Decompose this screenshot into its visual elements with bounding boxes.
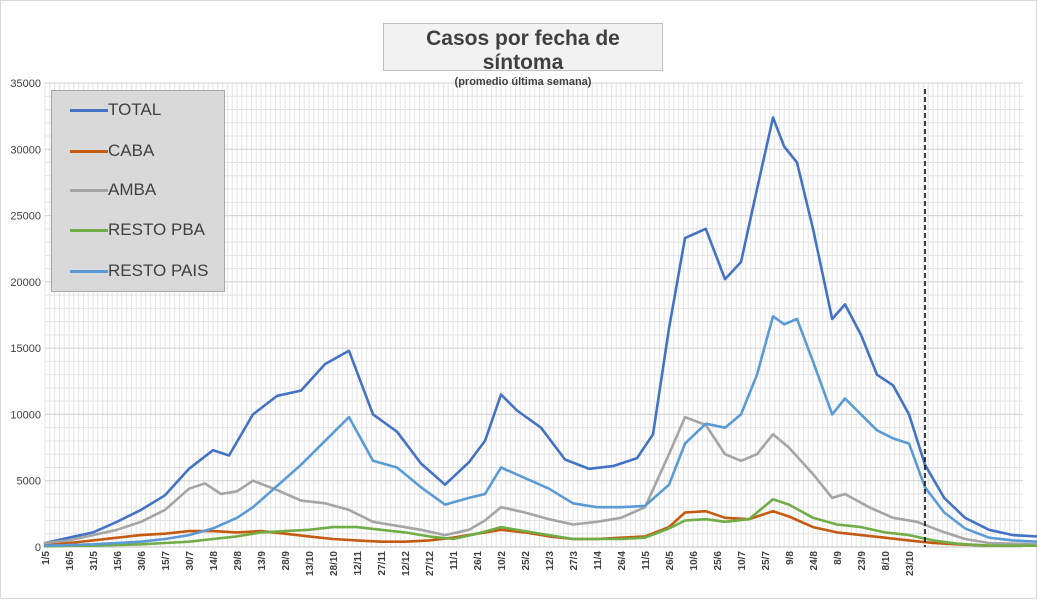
x-tick-label: 31/5 — [89, 551, 100, 571]
legend-swatch-caba — [70, 150, 108, 153]
y-tick-label: 30000 — [10, 144, 41, 156]
x-tick-label: 11/4 — [593, 551, 604, 570]
legend-swatch-resto-pba — [70, 229, 108, 232]
x-tick-label: 30/6 — [137, 551, 148, 571]
x-tick-label: 13/10 — [305, 551, 316, 576]
legend: TOTAL CABA AMBA RESTO PBA RESTO PAIS — [51, 90, 225, 292]
legend-item-resto-pais: RESTO PAIS — [70, 260, 220, 282]
x-tick-label: 13/9 — [257, 551, 268, 571]
series-line-resto-pais — [43, 315, 1037, 547]
series-lines — [43, 116, 1037, 548]
x-tick-label: 15/6 — [113, 551, 124, 571]
y-tick-label: 0 — [35, 542, 41, 554]
x-tick-label: 11/5 — [641, 551, 652, 570]
legend-item-resto-pba: RESTO PBA — [70, 219, 220, 241]
legend-label-resto-pais: RESTO PAIS — [108, 261, 209, 280]
series-line-resto-pba — [43, 498, 1037, 548]
x-tick-label: 10/2 — [497, 551, 508, 571]
x-tick-label: 25/7 — [761, 551, 772, 571]
y-tick-label: 35000 — [10, 78, 41, 90]
x-tick-label: 14/8 — [209, 551, 220, 571]
x-tick-label: 16/5 — [65, 551, 76, 571]
x-tick-label: 12/12 — [401, 551, 412, 576]
chart-subtitle: (promedio última semana) — [454, 76, 592, 88]
x-tick-label: 8/9 — [833, 551, 844, 565]
x-tick-label: 23/10 — [905, 551, 916, 576]
x-tick-label: 26/4 — [617, 551, 628, 571]
x-tick-label: 27/11 — [377, 551, 388, 576]
x-tick-label: 1/5 — [41, 551, 52, 565]
legend-label-amba: AMBA — [108, 180, 157, 199]
legend-swatch-resto-pais — [70, 270, 108, 273]
legend-label-total: TOTAL — [108, 100, 162, 119]
x-tick-label: 26/1 — [473, 551, 484, 571]
legend-swatch-amba — [70, 189, 108, 192]
x-tick-label: 30/7 — [185, 551, 196, 571]
y-tick-label: 5000 — [17, 476, 41, 488]
x-tick-label: 29/8 — [233, 551, 244, 571]
legend-label-resto-pba: RESTO PBA — [108, 220, 205, 239]
legend-swatch-total — [70, 109, 108, 112]
x-tick-label: 23/9 — [857, 551, 868, 571]
y-axis: 0 5000 10000 15000 20000 25000 30000 35000 — [10, 78, 41, 554]
x-tick-label: 25/2 — [521, 551, 532, 571]
x-tick-label: 8/10 — [881, 551, 892, 571]
chart-title: Casos por fecha de síntoma — [426, 27, 620, 74]
legend-item-caba: CABA — [70, 140, 220, 162]
series-line-amba — [43, 415, 1037, 546]
y-tick-label: 25000 — [10, 211, 41, 223]
series-line-total — [43, 116, 1037, 545]
title-box: Casos por fecha de síntoma (promedio últ… — [383, 23, 663, 88]
x-tick-label: 28/9 — [281, 551, 292, 571]
y-tick-label: 20000 — [10, 277, 41, 289]
x-tick-label: 11/1 — [449, 551, 460, 570]
legend-item-amba: AMBA — [70, 179, 220, 201]
legend-item-total: TOTAL — [70, 99, 220, 121]
grid — [44, 82, 1023, 548]
x-tick-label: 9/8 — [785, 551, 796, 565]
x-tick-label: 10/7 — [737, 551, 748, 571]
legend-label-caba: CABA — [108, 141, 155, 160]
x-tick-label: 12/11 — [353, 551, 364, 576]
x-tick-label: 15/7 — [161, 551, 172, 571]
x-tick-label: 12/3 — [545, 551, 556, 571]
x-tick-label: 26/5 — [665, 551, 676, 571]
x-tick-label: 24/8 — [809, 551, 820, 571]
x-tick-label: 28/10 — [329, 551, 340, 576]
y-tick-label: 10000 — [10, 409, 41, 421]
y-tick-label: 15000 — [10, 343, 41, 355]
x-tick-label: 27/3 — [569, 551, 580, 571]
x-tick-label: 27/12 — [425, 551, 436, 576]
x-axis: 1/5 16/5 31/5 15/6 30/6 15/7 30/7 14/8 29/8 13/9 2… — [41, 546, 1023, 576]
x-tick-label: 25/6 — [713, 551, 724, 571]
x-tick-label: 10/6 — [689, 551, 700, 571]
